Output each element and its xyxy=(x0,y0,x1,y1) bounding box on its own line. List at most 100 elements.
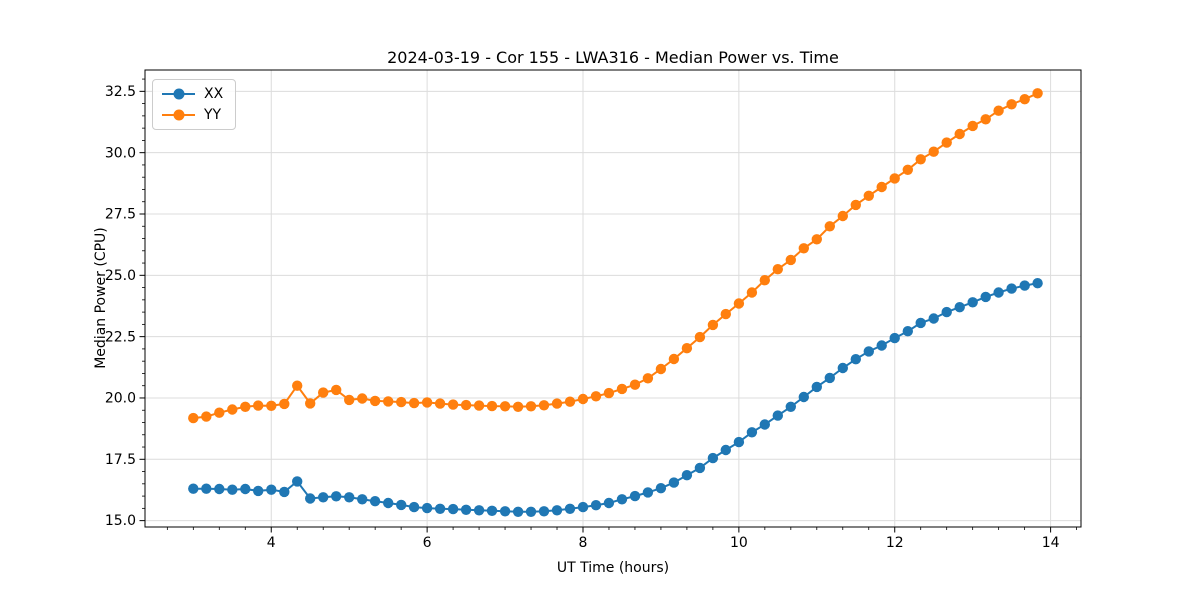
data-point-yy xyxy=(577,393,589,405)
data-point-yy xyxy=(655,363,667,375)
data-point-yy xyxy=(253,400,264,411)
data-point-yy xyxy=(850,199,861,211)
data-point-xx xyxy=(850,354,861,365)
data-point-yy xyxy=(707,319,719,331)
data-point-xx xyxy=(902,326,913,337)
data-point-xx xyxy=(188,483,199,494)
data-point-xx xyxy=(863,346,874,357)
data-point-xx xyxy=(928,313,939,324)
data-point-yy xyxy=(759,275,770,286)
legend-marker-xx-icon xyxy=(162,88,195,100)
data-point-xx xyxy=(421,502,433,514)
legend-item-xx: XX xyxy=(162,87,223,101)
y-tick-label: 20.0 xyxy=(105,391,136,407)
x-tick-label: 6 xyxy=(423,535,432,551)
data-point-xx xyxy=(694,462,706,474)
data-point-xx xyxy=(785,401,796,412)
data-point-xx xyxy=(318,492,329,503)
data-point-yy xyxy=(954,128,965,140)
legend-label-xx: XX xyxy=(204,86,224,102)
data-point-yy xyxy=(460,399,472,411)
data-point-xx xyxy=(707,452,719,464)
data-point-yy xyxy=(499,401,511,412)
data-point-xx xyxy=(396,499,407,511)
data-point-xx xyxy=(1019,280,1030,291)
data-point-xx xyxy=(603,497,615,509)
data-point-xx xyxy=(876,340,887,351)
data-point-xx xyxy=(629,490,641,502)
data-point-yy xyxy=(967,120,978,132)
data-point-xx xyxy=(408,501,420,513)
data-point-yy xyxy=(434,398,446,409)
data-point-yy xyxy=(447,399,459,410)
data-point-xx xyxy=(655,483,667,494)
data-point-xx xyxy=(993,287,1004,298)
data-point-yy xyxy=(720,308,731,320)
data-point-yy xyxy=(668,353,680,365)
data-point-xx xyxy=(798,391,809,403)
data-point-xx xyxy=(564,503,576,514)
data-point-xx xyxy=(772,410,783,421)
x-tick-label: 10 xyxy=(730,535,748,551)
data-point-xx xyxy=(344,492,355,503)
data-point-yy xyxy=(227,404,238,415)
data-point-xx xyxy=(512,506,524,517)
data-point-yy xyxy=(915,154,926,165)
data-point-yy xyxy=(279,398,290,410)
data-point-xx xyxy=(266,484,277,495)
data-point-xx xyxy=(733,436,745,448)
data-point-xx xyxy=(538,506,550,517)
y-tick-label: 32.5 xyxy=(105,84,136,100)
data-point-xx xyxy=(811,381,822,393)
data-point-yy xyxy=(772,264,783,275)
data-point-yy xyxy=(214,407,225,418)
y-tick-label: 17.5 xyxy=(105,452,136,468)
data-point-yy xyxy=(486,400,498,412)
data-point-xx xyxy=(357,494,368,505)
data-point-xx xyxy=(460,504,472,515)
data-point-yy xyxy=(824,221,835,232)
data-point-yy xyxy=(694,331,706,343)
data-point-yy xyxy=(785,254,796,266)
data-point-xx xyxy=(590,500,602,511)
data-point-xx xyxy=(837,362,848,374)
data-point-xx xyxy=(668,477,680,488)
data-point-xx xyxy=(915,317,926,329)
data-point-xx xyxy=(214,483,225,495)
data-point-yy xyxy=(383,396,394,407)
data-point-yy xyxy=(408,397,420,409)
data-point-xx xyxy=(759,419,770,430)
data-point-yy xyxy=(266,400,277,411)
data-point-yy xyxy=(344,394,355,406)
data-point-xx xyxy=(967,297,978,308)
data-point-yy xyxy=(564,396,576,407)
data-point-yy xyxy=(863,190,874,201)
data-point-yy xyxy=(616,383,628,395)
data-point-xx xyxy=(824,372,835,384)
data-point-xx xyxy=(1032,278,1043,289)
data-point-yy xyxy=(746,287,758,298)
data-point-xx xyxy=(201,483,212,494)
data-point-yy xyxy=(941,137,952,148)
data-point-yy xyxy=(1019,94,1030,105)
data-point-yy xyxy=(993,105,1004,116)
data-point-xx xyxy=(499,506,511,517)
series-line-yy xyxy=(193,92,1039,420)
data-point-yy xyxy=(980,114,991,125)
data-point-yy xyxy=(590,391,602,402)
x-tick-label: 14 xyxy=(1042,535,1060,551)
data-point-xx xyxy=(577,501,589,513)
data-point-yy xyxy=(798,243,809,254)
data-point-yy xyxy=(369,395,381,407)
data-point-xx xyxy=(434,503,446,514)
data-point-xx xyxy=(551,505,563,516)
data-point-xx xyxy=(473,505,485,516)
x-axis-label: UT Time (hours) xyxy=(556,560,670,576)
x-tick-label: 4 xyxy=(267,535,276,551)
data-point-xx xyxy=(954,302,965,313)
data-point-yy xyxy=(188,412,199,424)
data-point-xx xyxy=(279,486,290,498)
data-point-xx xyxy=(227,484,238,495)
data-point-yy xyxy=(473,400,485,411)
